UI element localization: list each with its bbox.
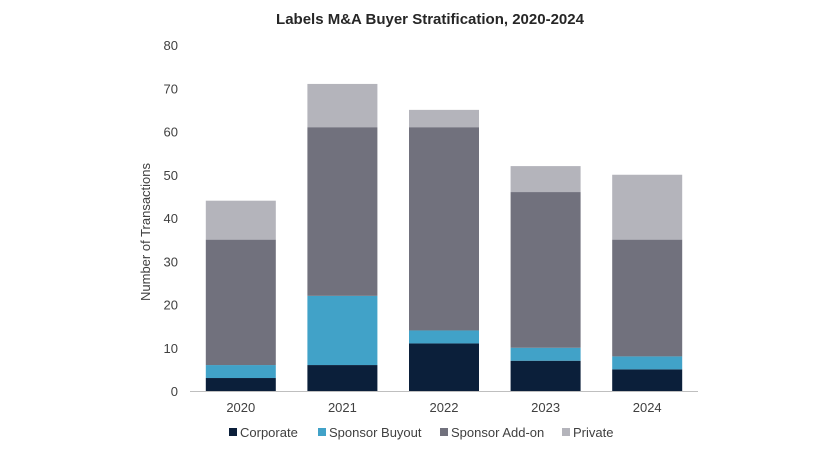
y-tick-label: 20 [164, 298, 178, 313]
bar-corporate-2023 [510, 360, 581, 391]
x-tick-label: 2021 [328, 400, 357, 415]
bar-private-2024 [612, 174, 683, 240]
bar-private-2021 [307, 83, 378, 128]
legend-item-sponsor-buyout: Sponsor Buyout [318, 425, 422, 440]
bar-sponsor-add-on-2020 [205, 239, 276, 366]
x-tick-label: 2020 [226, 400, 255, 415]
bar-sponsor-buyout-2021 [307, 295, 378, 366]
bar-corporate-2024 [612, 369, 683, 391]
legend-item-private: Private [562, 425, 613, 440]
bar-sponsor-buyout-2020 [205, 365, 276, 379]
y-tick-label: 80 [164, 38, 178, 53]
y-tick-label: 60 [164, 125, 178, 140]
legend-item-corporate: Corporate [229, 425, 298, 440]
legend-swatch [440, 428, 448, 436]
y-tick-label: 0 [171, 384, 178, 399]
y-axis-title: Number of Transactions [138, 163, 153, 302]
bars [205, 83, 683, 391]
bar-sponsor-buyout-2024 [612, 356, 683, 370]
legend-item-sponsor-add-on: Sponsor Add-on [440, 425, 544, 440]
bar-sponsor-add-on-2021 [307, 127, 378, 296]
y-tick-label: 30 [164, 254, 178, 269]
legend-swatch [318, 428, 326, 436]
legend-label: Corporate [240, 425, 298, 440]
legend-label: Sponsor Buyout [329, 425, 422, 440]
legend-label: Private [573, 425, 613, 440]
x-tick-label: 2024 [633, 400, 662, 415]
bar-private-2022 [409, 109, 479, 128]
bar-sponsor-add-on-2024 [612, 239, 683, 357]
legend-swatch [562, 428, 570, 436]
x-tick-label: 2022 [430, 400, 459, 415]
bar-sponsor-buyout-2023 [510, 347, 581, 361]
x-axis: 2020 2021 2022 2023 2024 [226, 400, 661, 415]
bar-corporate-2020 [205, 378, 276, 391]
bar-corporate-2021 [307, 365, 378, 391]
y-tick-label: 70 [164, 81, 178, 96]
y-axis: 0 10 20 30 40 50 60 70 80 [164, 38, 178, 399]
bar-corporate-2022 [409, 343, 479, 391]
y-tick-label: 50 [164, 168, 178, 183]
legend: Corporate Sponsor Buyout Sponsor Add-on Pri… [229, 425, 613, 440]
bar-sponsor-add-on-2022 [409, 127, 479, 331]
y-tick-label: 10 [164, 341, 178, 356]
legend-label: Sponsor Add-on [451, 425, 544, 440]
bar-private-2020 [205, 200, 276, 240]
bar-private-2023 [510, 166, 581, 193]
bar-sponsor-add-on-2023 [510, 192, 581, 348]
chart-title: Labels M&A Buyer Stratification, 2020-20… [276, 11, 585, 28]
x-tick-label: 2023 [531, 400, 560, 415]
y-tick-label: 40 [164, 211, 178, 226]
legend-swatch [229, 428, 237, 436]
bar-sponsor-buyout-2022 [409, 330, 479, 344]
